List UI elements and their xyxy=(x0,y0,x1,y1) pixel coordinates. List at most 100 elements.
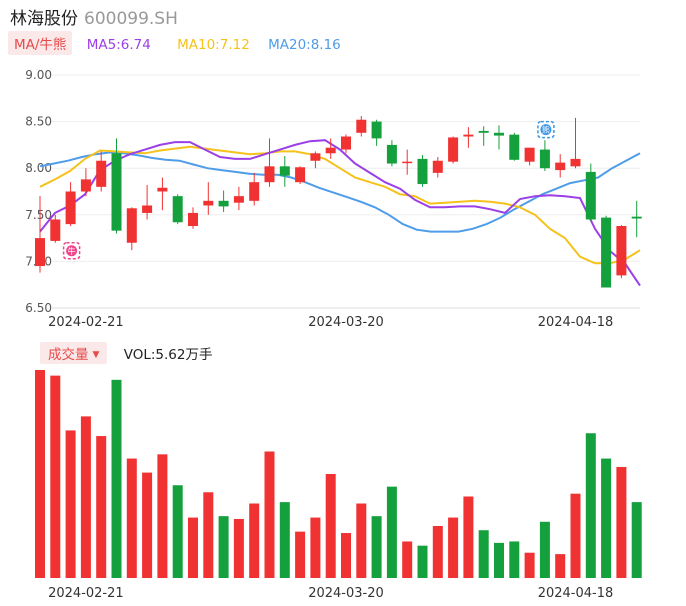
volume-bar xyxy=(203,492,214,578)
y-tick-label: 8.50 xyxy=(25,115,52,129)
candle-body xyxy=(631,216,642,219)
volume-bar xyxy=(325,474,336,578)
candle-body xyxy=(341,136,351,150)
candle-body xyxy=(616,225,627,276)
volume-bar xyxy=(402,541,413,578)
candle-body xyxy=(126,208,137,243)
candle-body xyxy=(494,132,504,136)
candle-body xyxy=(279,166,290,176)
bull-marker-icon xyxy=(66,245,78,257)
candle-body xyxy=(96,160,107,187)
volume-bar xyxy=(341,533,351,578)
volume-bar xyxy=(631,502,642,578)
ma-indicator-selector[interactable]: MA/牛熊 xyxy=(8,31,73,55)
candle-body xyxy=(80,179,91,192)
volume-value: VOL:5.62万手 xyxy=(123,347,213,363)
volume-x-tick-label: 2024-03-20 xyxy=(308,586,384,601)
candle-body xyxy=(172,196,183,223)
volume-bar xyxy=(585,433,596,578)
stock-name: 林海股份 xyxy=(10,9,78,29)
volume-bar xyxy=(249,503,260,578)
volume-bar xyxy=(279,502,290,578)
candle-body xyxy=(371,121,382,139)
volume-bar xyxy=(218,516,229,578)
volume-bar xyxy=(50,375,61,578)
candle-body xyxy=(264,166,275,183)
x-tick-label: 2024-02-21 xyxy=(48,315,124,330)
volume-bar xyxy=(264,451,275,578)
candle-body xyxy=(463,134,474,137)
bear-marker-frame xyxy=(537,120,555,139)
bull-marker-glyph: 牛 xyxy=(68,246,76,256)
candle-body xyxy=(218,200,229,207)
candle-body xyxy=(233,196,244,203)
volume-bar xyxy=(142,472,153,578)
candle-body xyxy=(570,158,581,167)
candle-body xyxy=(65,191,76,225)
y-tick-label: 7.50 xyxy=(25,208,52,222)
ma-legend: MA/牛熊 MA5:6.74 MA10:7.12 MA20:8.16 xyxy=(8,31,341,55)
volume-indicator-selector[interactable]: 成交量 ▼ xyxy=(40,342,108,364)
volume-bar xyxy=(601,458,612,578)
volume-bar xyxy=(371,516,382,578)
candle-body xyxy=(356,119,367,133)
volume-bar xyxy=(356,503,367,578)
volume-bar xyxy=(432,526,443,578)
y-tick-label: 9.00 xyxy=(25,68,52,82)
volume-x-tick-label: 2024-04-18 xyxy=(538,586,614,601)
volume-bar xyxy=(126,458,137,578)
volume-bar xyxy=(157,454,168,578)
volume-bar xyxy=(188,517,198,578)
volume-bar xyxy=(386,486,397,578)
candle-body xyxy=(539,149,550,169)
volume-chip-label: 成交量 xyxy=(48,347,89,363)
volume-bar xyxy=(616,466,627,578)
y-tick-label: 6.50 xyxy=(25,301,52,315)
volume-bar xyxy=(310,517,321,578)
candle-body xyxy=(386,144,397,164)
volume-x-tick-label: 2024-02-21 xyxy=(48,586,124,601)
volume-bar xyxy=(35,370,45,578)
candle-body xyxy=(249,182,260,201)
candle-body xyxy=(432,160,443,173)
ma5-line xyxy=(39,139,641,287)
volume-bar xyxy=(478,530,489,578)
candle-body xyxy=(448,137,459,162)
bear-marker-icon xyxy=(540,124,552,136)
ma10-legend: MA10:7.12 xyxy=(177,37,250,53)
candle-body xyxy=(142,205,153,213)
candle-body xyxy=(188,212,198,226)
candle-body xyxy=(509,134,520,160)
ma10-line xyxy=(39,145,641,265)
volume-bar xyxy=(463,496,474,578)
y-tick-label: 8.00 xyxy=(25,161,52,175)
x-tick-label: 2024-03-20 xyxy=(308,315,384,330)
volume-bar xyxy=(417,545,428,578)
bear-marker-glyph: 熊 xyxy=(542,125,550,135)
candle-body xyxy=(50,219,61,241)
volume-bar xyxy=(96,436,107,578)
candle-body xyxy=(585,171,596,220)
volume-bar xyxy=(509,541,520,578)
candle-body xyxy=(478,130,489,133)
candle-body xyxy=(555,162,566,171)
stock-title: 林海股份 600099.SH xyxy=(10,4,178,29)
volume-bar xyxy=(494,542,504,578)
candle-body xyxy=(203,200,214,206)
caret-down-icon: ▼ xyxy=(92,350,100,360)
candle-body xyxy=(111,153,122,231)
x-tick-label: 2024-04-18 xyxy=(538,315,614,330)
stock-code: 600099.SH xyxy=(84,9,178,29)
volume-bar xyxy=(111,379,122,578)
candle-body xyxy=(310,153,321,161)
candle-body xyxy=(295,167,306,183)
volume-bar xyxy=(570,493,581,578)
volume-bar xyxy=(448,517,459,578)
volume-bar xyxy=(524,552,535,578)
bull-marker-frame xyxy=(62,242,81,260)
volume-bar xyxy=(233,518,244,578)
candle-body xyxy=(157,187,168,192)
volume-bar xyxy=(65,430,76,578)
candle-body xyxy=(601,217,612,288)
